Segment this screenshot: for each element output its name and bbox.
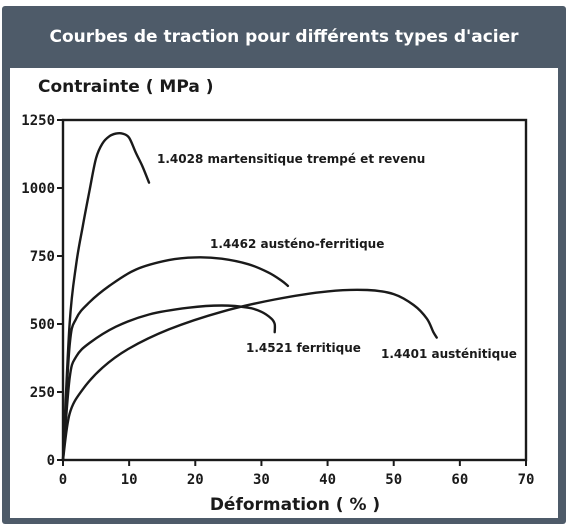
plot-area: 0 10 20 30 40 50 60 70 0 250 500 750 1000 1250 1.4028 … [21,113,534,488]
x-axis-label: Déformation ( % ) [210,495,380,515]
x-tick-label: 60 [451,472,468,488]
x-tick-label: 10 [121,472,138,488]
x-tick-label: 30 [253,472,270,488]
curve-austeno-ferritique [61,256,290,462]
x-tick-label: 70 [518,472,535,488]
series-label: 1.4521 ferritique [246,341,361,355]
y-tick-label: 750 [30,249,55,265]
y-tick-label: 0 [47,453,55,469]
plot-frame [61,118,528,462]
series-label: 1.4462 austéno-ferritique [210,237,384,251]
y-tick-label: 500 [30,317,55,333]
y-tick-label: 1250 [21,113,55,129]
x-tick-label: 40 [319,472,336,488]
x-tick-label: 50 [385,472,402,488]
x-tick-label: 0 [59,472,67,488]
series-label: 1.4028 martensitique trempé et revenu [157,152,425,166]
curve-martensitique [61,131,151,462]
y-tick-label: 1000 [21,181,55,197]
figure-frame: Courbes de traction pour différents type… [2,6,566,524]
y-axis-label: Contrainte ( MPa ) [38,77,214,97]
x-tick-label: 20 [187,472,204,488]
curve-austenitique [61,288,438,462]
curve-ferritique [61,304,277,462]
y-tick-label: 250 [30,385,55,401]
series-label: 1.4401 austénitique [381,347,517,361]
